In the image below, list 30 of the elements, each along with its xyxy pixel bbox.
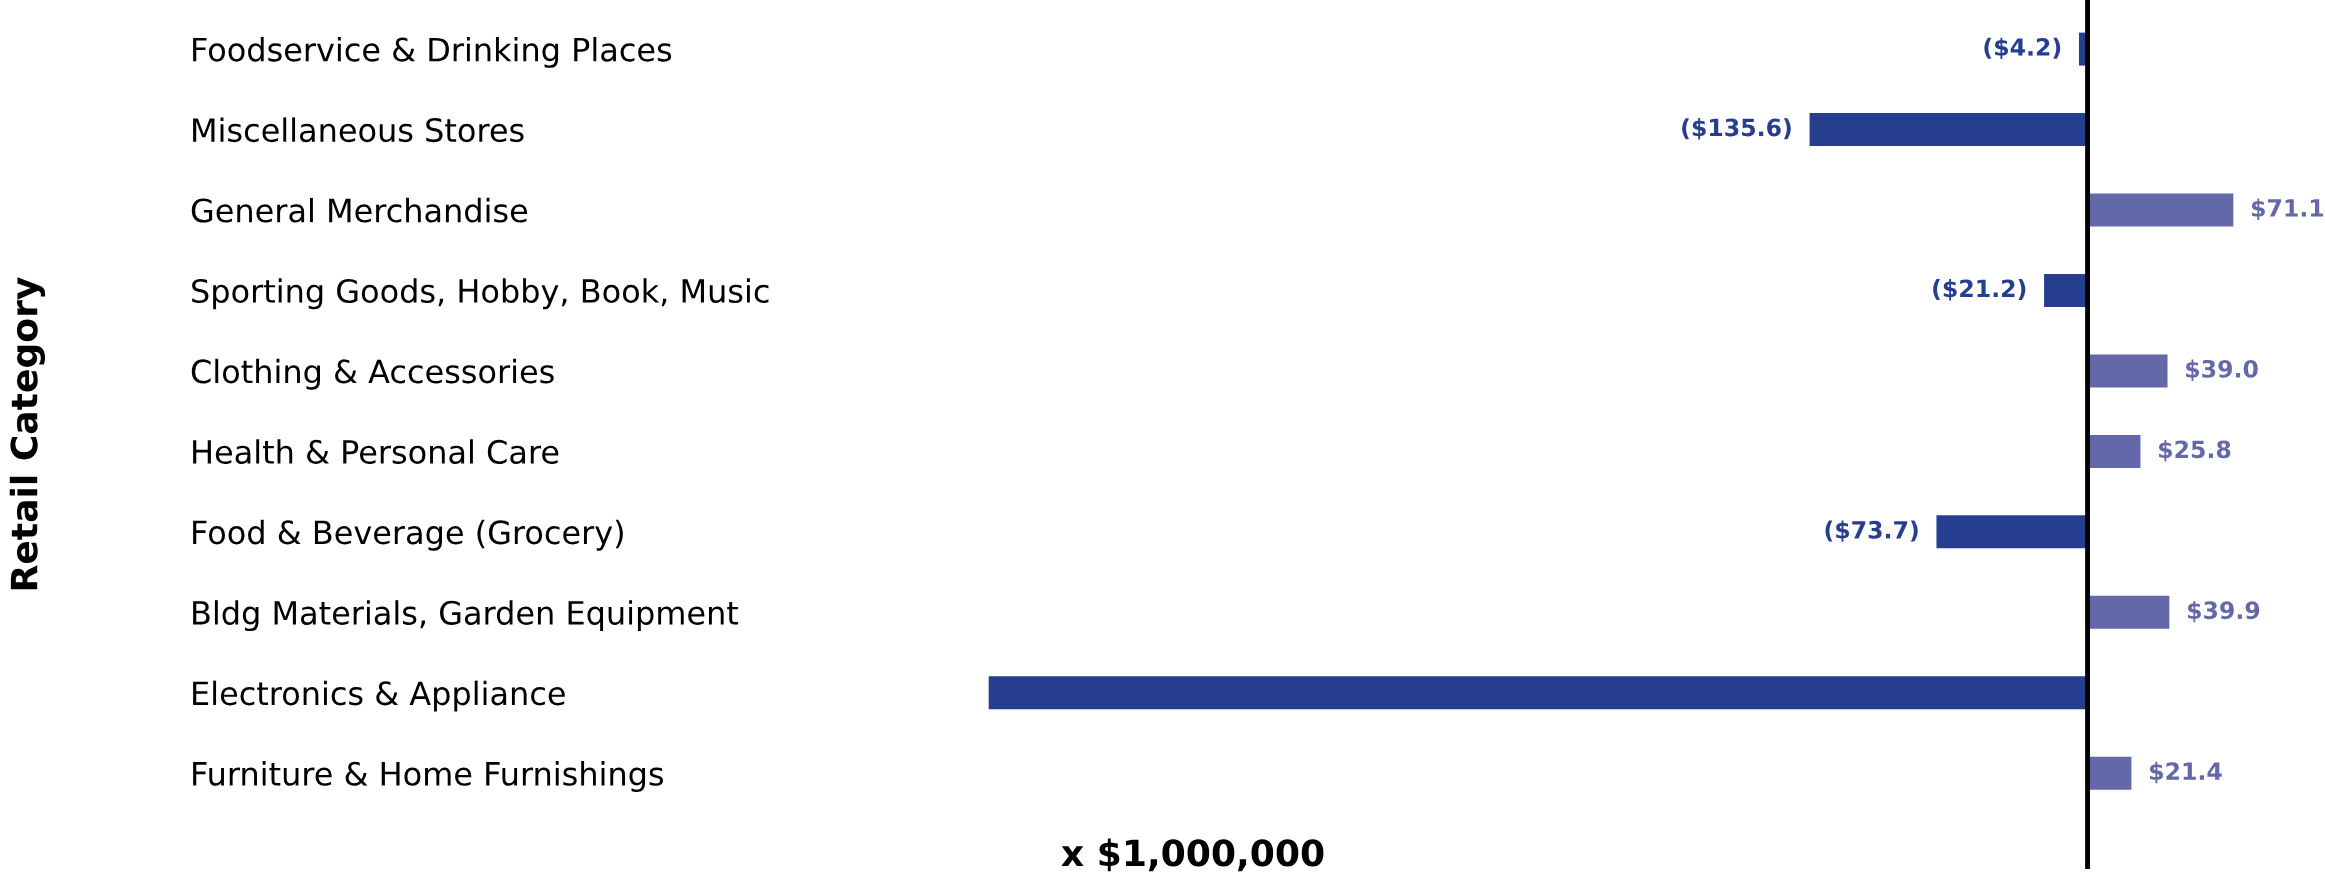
y-tick-label: Electronics & Appliance — [193, 680, 565, 712]
data-label: $21.4 — [2150, 761, 2222, 784]
y-tick-label: Clothing & Accessories — [191, 358, 554, 390]
bar — [2087, 434, 2141, 468]
data-label: $71.1 — [2251, 198, 2324, 220]
y-tick-label: Bldg Materials, Garden Equipment — [193, 600, 739, 632]
data-label: $25.8 — [2159, 439, 2231, 462]
bar — [2087, 354, 2168, 388]
y-tick-label: Miscellaneous Stores — [193, 117, 524, 143]
x-axis-title: x $1,000,000 — [1061, 838, 1324, 872]
bar — [2087, 756, 2132, 790]
y-axis-title: Retail Category — [9, 277, 45, 590]
y-tick-label: Food & Beverage (Grocery) — [193, 519, 623, 551]
y-tick-label: Furniture & Home Furnishings — [193, 761, 664, 793]
bar — [1936, 515, 2088, 549]
y-tick-label: Health & Personal Care — [193, 439, 559, 464]
bar — [2087, 595, 2170, 629]
bar — [988, 676, 2088, 710]
data-label: ($21.2) — [1933, 279, 2026, 301]
bar — [1809, 113, 2088, 147]
data-label: $39.0 — [2186, 359, 2258, 381]
bar — [2087, 193, 2234, 227]
y-tick-label: General Merchandise — [191, 197, 528, 223]
data-label: $39.9 — [2187, 600, 2260, 623]
data-label: ($135.6) — [1682, 118, 1791, 140]
data-label: ($4.2) — [1984, 37, 2061, 60]
y-tick-label: Sporting Goods, Hobby, Book, Music — [192, 278, 769, 310]
bar — [2044, 273, 2088, 307]
y-tick-label: Foodservice & Drinking Places — [193, 36, 672, 68]
data-label: ($73.7) — [1825, 520, 1918, 542]
